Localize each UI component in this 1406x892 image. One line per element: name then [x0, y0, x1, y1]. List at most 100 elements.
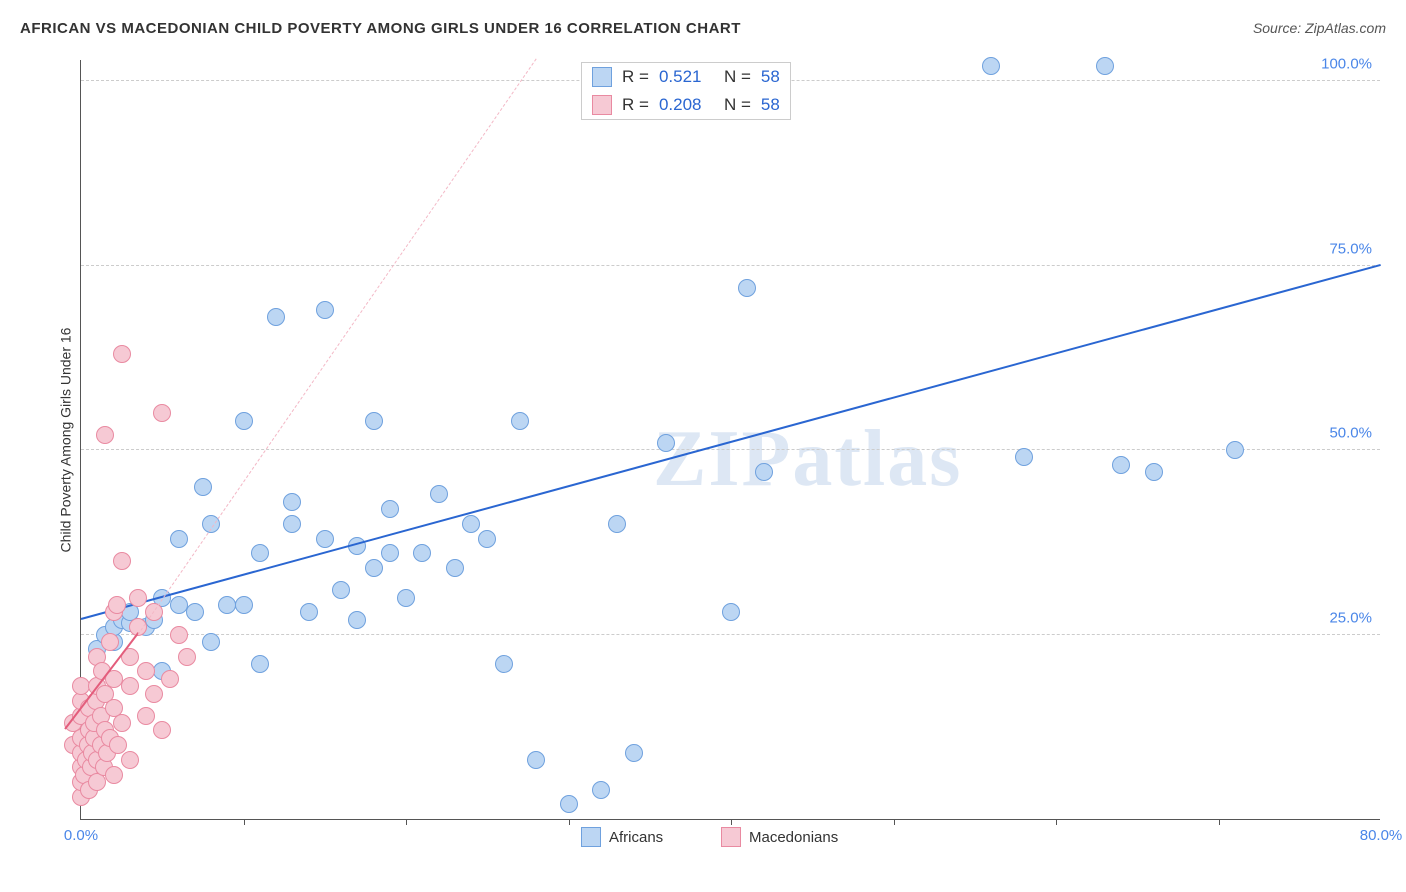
x-tick	[1219, 819, 1220, 825]
chart-title: AFRICAN VS MACEDONIAN CHILD POVERTY AMON…	[20, 20, 741, 37]
data-point	[527, 751, 545, 769]
data-point	[113, 345, 131, 363]
plot-area: ZIPatlas 25.0%50.0%75.0%100.0%0.0%80.0%R…	[80, 60, 1380, 820]
data-point	[413, 544, 431, 562]
n-label: N =	[724, 67, 751, 87]
watermark: ZIPatlas	[653, 414, 962, 505]
data-point	[1226, 441, 1244, 459]
n-value: 58	[761, 67, 780, 87]
legend-swatch	[721, 827, 741, 847]
data-point	[430, 485, 448, 503]
data-point	[178, 648, 196, 666]
stat-row: R = 0.521 N = 58	[582, 63, 790, 91]
legend-swatch	[581, 827, 601, 847]
data-point	[316, 530, 334, 548]
data-point	[267, 308, 285, 326]
data-point	[283, 493, 301, 511]
data-point	[153, 721, 171, 739]
data-point	[121, 677, 139, 695]
data-point	[381, 544, 399, 562]
data-point	[1145, 463, 1163, 481]
data-point	[446, 559, 464, 577]
data-point	[397, 589, 415, 607]
y-tick-label: 75.0%	[1329, 240, 1372, 257]
data-point	[251, 655, 269, 673]
n-value: 58	[761, 95, 780, 115]
legend-label: Africans	[609, 829, 663, 846]
y-tick-label: 100.0%	[1321, 56, 1372, 73]
r-label: R =	[622, 95, 649, 115]
data-point	[251, 544, 269, 562]
data-point	[365, 412, 383, 430]
stat-row: R = 0.208 N = 58	[582, 91, 790, 119]
y-tick-label: 50.0%	[1329, 425, 1372, 442]
x-tick	[894, 819, 895, 825]
data-point	[625, 744, 643, 762]
data-point	[113, 714, 131, 732]
data-point	[202, 633, 220, 651]
data-point	[170, 626, 188, 644]
data-point	[186, 603, 204, 621]
data-point	[161, 670, 179, 688]
data-point	[348, 611, 366, 629]
data-point	[105, 766, 123, 784]
r-value: 0.521	[659, 67, 714, 87]
data-point	[755, 463, 773, 481]
chart-container: Child Poverty Among Girls Under 16 ZIPat…	[50, 60, 1380, 870]
chart-header: AFRICAN VS MACEDONIAN CHILD POVERTY AMON…	[20, 20, 1386, 50]
series-swatch	[592, 67, 612, 87]
data-point	[478, 530, 496, 548]
data-point	[332, 581, 350, 599]
legend-item: Africans	[581, 827, 663, 847]
data-point	[722, 603, 740, 621]
data-point	[365, 559, 383, 577]
data-point	[1112, 456, 1130, 474]
correlation-stat-box: R = 0.521 N = 58 R = 0.208 N = 58	[581, 62, 791, 120]
data-point	[1096, 57, 1114, 75]
gridline	[81, 634, 1380, 635]
data-point	[101, 633, 119, 651]
gridline	[81, 265, 1380, 266]
r-value: 0.208	[659, 95, 714, 115]
data-point	[738, 279, 756, 297]
data-point	[121, 751, 139, 769]
data-point	[1015, 448, 1033, 466]
data-point	[137, 662, 155, 680]
legend-item: Macedonians	[721, 827, 838, 847]
data-point	[283, 515, 301, 533]
data-point	[170, 530, 188, 548]
source-credit: Source: ZipAtlas.com	[1253, 20, 1386, 36]
x-tick	[731, 819, 732, 825]
data-point	[137, 707, 155, 725]
data-point	[129, 589, 147, 607]
data-point	[462, 515, 480, 533]
data-point	[235, 596, 253, 614]
data-point	[145, 685, 163, 703]
data-point	[608, 515, 626, 533]
data-point	[153, 404, 171, 422]
x-tick	[569, 819, 570, 825]
data-point	[113, 552, 131, 570]
data-point	[316, 301, 334, 319]
data-point	[495, 655, 513, 673]
y-tick-label: 25.0%	[1329, 609, 1372, 626]
data-point	[657, 434, 675, 452]
gridline	[81, 449, 1380, 450]
x-tick	[406, 819, 407, 825]
data-point	[108, 596, 126, 614]
data-point	[235, 412, 253, 430]
data-point	[194, 478, 212, 496]
x-tick	[1056, 819, 1057, 825]
data-point	[381, 500, 399, 518]
data-point	[300, 603, 318, 621]
x-tick-label: 80.0%	[1360, 827, 1403, 844]
r-label: R =	[622, 67, 649, 87]
x-tick	[244, 819, 245, 825]
y-axis-label: Child Poverty Among Girls Under 16	[57, 328, 73, 553]
series-swatch	[592, 95, 612, 115]
data-point	[592, 781, 610, 799]
data-point	[982, 57, 1000, 75]
data-point	[560, 795, 578, 813]
legend-label: Macedonians	[749, 829, 838, 846]
n-label: N =	[724, 95, 751, 115]
